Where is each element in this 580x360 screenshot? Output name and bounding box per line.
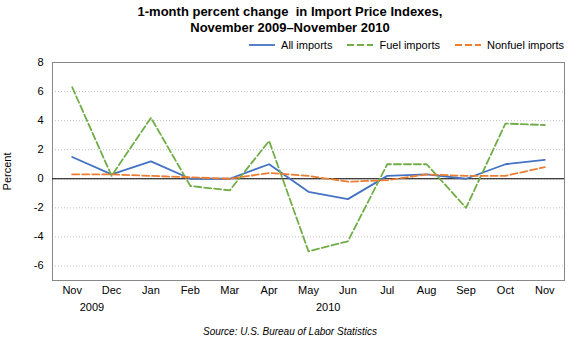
- svg-text:May: May: [298, 284, 319, 296]
- svg-text:Aug: Aug: [417, 284, 437, 296]
- svg-text:Feb: Feb: [181, 284, 200, 296]
- svg-text:-4: -4: [34, 230, 44, 242]
- svg-text:-2: -2: [34, 201, 44, 213]
- svg-text:Apr: Apr: [261, 284, 278, 296]
- svg-text:0: 0: [37, 172, 43, 184]
- svg-text:-6: -6: [34, 259, 44, 271]
- html-text:All imports: All imports: [281, 39, 333, 51]
- svg-text:8: 8: [37, 56, 43, 68]
- svg-text:2: 2: [37, 143, 43, 155]
- svg-text:2010: 2010: [316, 301, 340, 313]
- svg-text:Jun: Jun: [339, 284, 357, 296]
- html-text:Source: U.S. Bureau of Labor S: Source: U.S. Bureau of Labor Statistics: [203, 326, 377, 337]
- svg-text:Jan: Jan: [142, 284, 160, 296]
- svg-text:Oct: Oct: [497, 284, 514, 296]
- svg-text:Sep: Sep: [456, 284, 476, 296]
- svg-text:Mar: Mar: [220, 284, 239, 296]
- svg-text:2009: 2009: [80, 301, 104, 313]
- svg-text:Percent: Percent: [1, 153, 13, 191]
- svg-text:Nov: Nov: [535, 284, 555, 296]
- svg-text:Nov: Nov: [62, 284, 82, 296]
- svg-text:Dec: Dec: [102, 284, 122, 296]
- html-text:Fuel imports: Fuel imports: [379, 39, 440, 51]
- svg-text:Jul: Jul: [380, 284, 394, 296]
- html-text:Nonfuel imports: Nonfuel imports: [487, 39, 564, 51]
- svg-text:4: 4: [37, 114, 43, 126]
- svg-text:6: 6: [37, 85, 43, 97]
- html-text:1-month percent change in Impo: 1-month percent change in Import Price I…: [137, 4, 443, 35]
